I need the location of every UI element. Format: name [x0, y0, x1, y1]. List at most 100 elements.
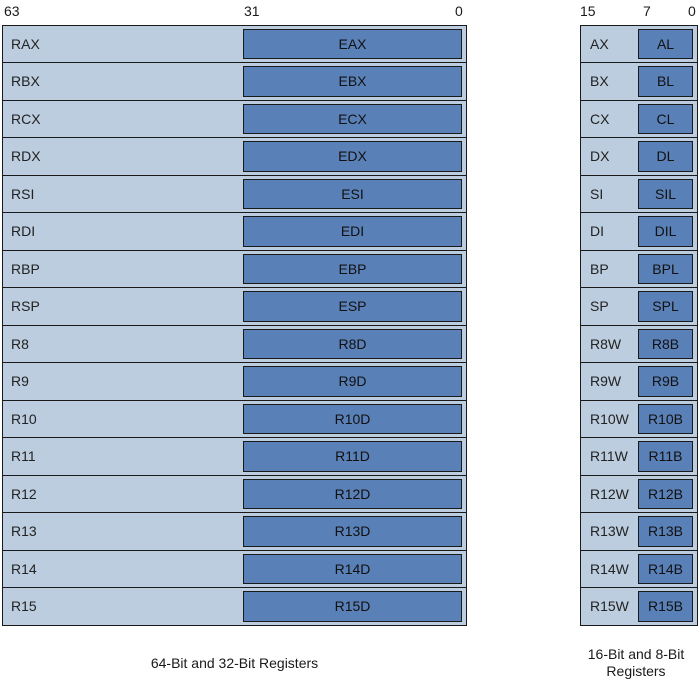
- reg64-row-rbp: RBP EBP: [2, 250, 467, 288]
- reg16-row-r9w: R9W R9B: [580, 363, 698, 401]
- reg64-full-register-label: R8: [11, 335, 29, 352]
- reg16-full-register-label: SI: [590, 185, 604, 202]
- reg16-sub-register-box: R15B: [638, 591, 693, 622]
- reg64-row-r9: R9 R9D: [2, 363, 467, 401]
- reg16-row-bp: BP BPL: [580, 250, 698, 288]
- bit-label-31: 31: [244, 3, 260, 19]
- reg16-sub-register-box: DL: [638, 141, 693, 172]
- reg64-sub-register-box: ESP: [243, 291, 462, 322]
- reg16-row-r8w: R8W R8B: [580, 325, 698, 363]
- reg16-row-dx: DX DL: [580, 138, 698, 176]
- reg16-full-register-label: AX: [590, 36, 609, 52]
- reg16-full-register-label: R14W: [590, 560, 629, 577]
- reg16-full-register-label: BP: [590, 260, 609, 277]
- reg16-sub-register-box: R12B: [638, 478, 693, 509]
- reg64-row-rdx: RDX EDX: [2, 138, 467, 176]
- reg64-sub-register-box: ECX: [243, 103, 462, 134]
- reg16-full-register-label: R8W: [590, 335, 622, 352]
- reg64-row-rdi: RDI EDI: [2, 213, 467, 251]
- reg16-full-register-label: DX: [590, 148, 610, 165]
- reg16-full-register-label: R12W: [590, 485, 629, 502]
- reg64-sub-register-box: R14D: [243, 553, 462, 584]
- reg64-row-r11: R11 R11D: [2, 438, 467, 476]
- reg64-full-register-label: RSI: [11, 185, 35, 202]
- reg16-sub-register-box: AL: [638, 29, 693, 59]
- reg64-row-r10: R10 R10D: [2, 400, 467, 438]
- reg64-full-register-label: RAX: [11, 36, 40, 52]
- reg64-full-register-label: RDI: [11, 223, 36, 240]
- reg16-full-register-label: R11W: [590, 448, 628, 465]
- reg16-row-r15w: R15W R15B: [580, 588, 698, 626]
- reg64-full-register-label: R11: [11, 448, 36, 465]
- reg16-row-si: SI SIL: [580, 175, 698, 213]
- bit-label-15: 15: [580, 3, 596, 19]
- reg16-full-register-label: BX: [590, 73, 609, 90]
- reg64-sub-register-box: EBP: [243, 253, 462, 284]
- reg16-full-register-label: SP: [590, 298, 609, 315]
- reg64-full-register-label: RSP: [11, 298, 40, 315]
- reg16-full-register-label: R15W: [590, 598, 629, 615]
- reg16-row-r13w: R13W R13B: [580, 513, 698, 551]
- reg16-sub-register-box: R10B: [638, 403, 693, 434]
- reg64-sub-register-box: R10D: [243, 403, 462, 434]
- reg16-sub-register-box: R9B: [638, 366, 693, 397]
- reg64-row-rax: RAX EAX: [2, 25, 467, 63]
- reg64-sub-register-box: EDI: [243, 216, 462, 247]
- reg64-sub-register-box: R13D: [243, 516, 462, 547]
- reg16-row-r10w: R10W R10B: [580, 400, 698, 438]
- reg64-row-rsi: RSI ESI: [2, 175, 467, 213]
- reg16-row-r14w: R14W R14B: [580, 550, 698, 588]
- reg16-sub-register-box: R8B: [638, 328, 693, 359]
- reg64-row-r14: R14 R14D: [2, 550, 467, 588]
- reg16-sub-register-box: SIL: [638, 178, 693, 209]
- caption-64-32: 64-Bit and 32-Bit Registers: [150, 655, 319, 671]
- reg64-full-register-label: R14: [11, 560, 37, 577]
- reg64-sub-register-box: R12D: [243, 478, 462, 509]
- reg64-sub-register-box: EDX: [243, 141, 462, 172]
- reg64-row-r13: R13 R13D: [2, 513, 467, 551]
- reg64-full-register-label: RCX: [11, 110, 41, 127]
- reg64-row-rsp: RSP ESP: [2, 288, 467, 326]
- reg16-sub-register-box: R11B: [638, 441, 693, 472]
- bit-label-0-16: 0: [688, 3, 696, 19]
- reg16-sub-register-box: DIL: [638, 216, 693, 247]
- bit-label-0-64: 0: [455, 3, 463, 19]
- reg64-row-r15: R15 R15D: [2, 588, 467, 626]
- reg16-full-register-label: DI: [590, 223, 604, 240]
- reg16-full-register-label: R10W: [590, 410, 629, 427]
- reg64-full-register-label: R15: [11, 598, 37, 615]
- reg16-row-bx: BX BL: [580, 63, 698, 101]
- bit-label-63: 63: [4, 3, 20, 19]
- reg64-sub-register-box: ESI: [243, 178, 462, 209]
- reg16-full-register-label: CX: [590, 110, 610, 127]
- caption-16-8: 16-Bit and 8-Bit Registers: [574, 646, 698, 680]
- reg64-full-register-label: R10: [11, 410, 37, 427]
- reg16-row-sp: SP SPL: [580, 288, 698, 326]
- reg16-row-r12w: R12W R12B: [580, 475, 698, 513]
- reg64-sub-register-box: R8D: [243, 328, 462, 359]
- reg16-sub-register-box: BL: [638, 66, 693, 97]
- reg16-sub-register-box: R14B: [638, 553, 693, 584]
- reg16-sub-register-box: BPL: [638, 253, 693, 284]
- reg16-row-ax: AX AL: [580, 25, 698, 63]
- reg64-row-rbx: RBX EBX: [2, 63, 467, 101]
- reg64-sub-register-box: EBX: [243, 66, 462, 97]
- reg16-row-cx: CX CL: [580, 100, 698, 138]
- registers-16-8-panel: AX AL BX BL CX CL DX DL SI SIL DI DIL BP BPL SP SPL R8W R…: [580, 25, 698, 626]
- reg64-full-register-label: R12: [11, 485, 37, 502]
- reg16-sub-register-box: SPL: [638, 291, 693, 322]
- reg64-full-register-label: RDX: [11, 148, 41, 165]
- reg16-full-register-label: R13W: [590, 523, 629, 540]
- reg64-sub-register-box: R11D: [243, 441, 462, 472]
- reg16-row-di: DI DIL: [580, 213, 698, 251]
- reg16-row-r11w: R11W R11B: [580, 438, 698, 476]
- reg64-full-register-label: RBX: [11, 73, 40, 90]
- reg64-full-register-label: R9: [11, 373, 29, 390]
- reg64-full-register-label: RBP: [11, 260, 40, 277]
- caption-16-8-line1: 16-Bit and 8-Bit: [587, 646, 685, 662]
- reg64-row-r8: R8 R8D: [2, 325, 467, 363]
- registers-64-32-panel: RAX EAX RBX EBX RCX ECX RDX EDX RSI ESI RDI EDI RBP E…: [2, 25, 467, 626]
- caption-16-8-line2: Registers: [606, 663, 666, 679]
- reg64-full-register-label: R13: [11, 523, 37, 540]
- reg64-sub-register-box: R15D: [243, 591, 462, 622]
